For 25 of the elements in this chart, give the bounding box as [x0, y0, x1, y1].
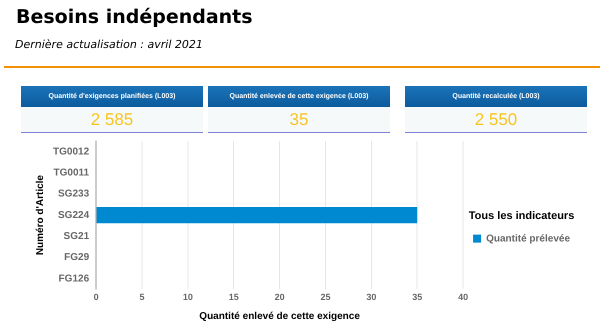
y-tick-label: FG29: [64, 252, 90, 264]
x-tick-label: 20: [274, 292, 285, 302]
x-tick-label: 15: [228, 292, 239, 302]
y-tick-label: TG0011: [54, 168, 90, 179]
x-tick-label: 30: [366, 292, 376, 302]
text: 35: [208, 107, 390, 133]
text: 2 550: [405, 107, 587, 133]
y-tick-label: SG233: [58, 188, 90, 200]
x-tick-label: 10: [182, 292, 193, 302]
x-axis-title: Quantité enlevé de cette exigence: [199, 310, 360, 322]
legend-title: Tous les indicateurs: [468, 210, 574, 222]
y-axis-title: Numéro d'Article: [34, 174, 46, 256]
x-tick-label: 40: [458, 292, 468, 302]
x-tick-label: 35: [412, 292, 422, 302]
y-tick-label: TG0012: [52, 146, 90, 158]
text: 2 585: [21, 107, 203, 133]
x-tick-label: 5: [139, 292, 145, 302]
legend-label: Quantité prélevée: [486, 233, 570, 244]
y-tick-label: FG126: [58, 273, 90, 284]
y-tick-label: SG21: [64, 231, 90, 242]
text: Besoins indépendants: [16, 6, 253, 28]
text: Dernière actualisation : avril 2021: [15, 38, 203, 51]
x-tick-label: 0: [94, 292, 99, 302]
y-tick-label: SG224: [58, 210, 90, 221]
x-tick-label: 25: [320, 292, 330, 302]
